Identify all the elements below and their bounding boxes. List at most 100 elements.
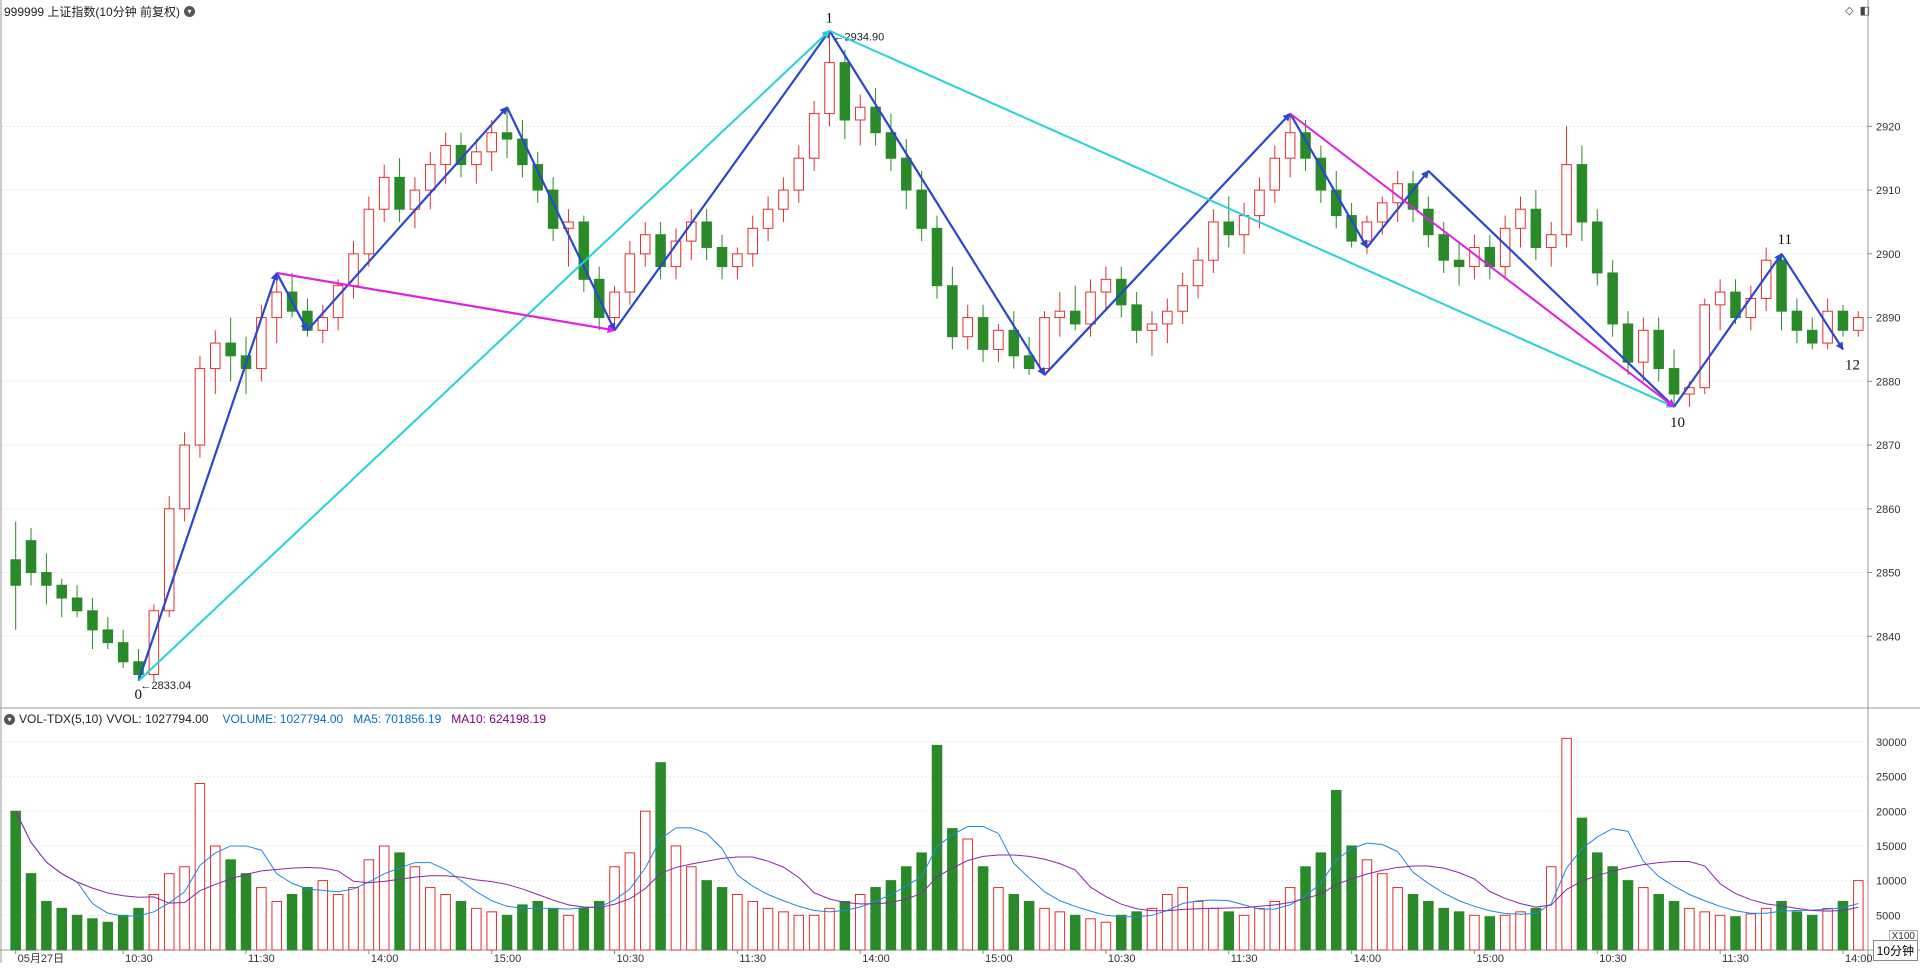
candle-down [1131, 304, 1142, 331]
volume-bar [117, 914, 129, 951]
volume-bar [1315, 852, 1327, 951]
candle-down [916, 189, 927, 229]
volume-bar [1791, 911, 1803, 951]
candle-up [163, 508, 175, 612]
candle-up [1146, 323, 1158, 331]
candle-up [1361, 221, 1373, 242]
volume-bar [425, 887, 436, 951]
diamond-icon[interactable]: ◇ [1845, 5, 1854, 17]
volume-bar [1254, 907, 1265, 951]
candle-down [716, 246, 728, 268]
volume-bar [1730, 916, 1741, 951]
volume-bar [1392, 887, 1403, 951]
volume-bar [762, 907, 774, 951]
candle-up [1100, 278, 1112, 293]
volume-indicator-name: VOL-TDX(5,10) [19, 712, 103, 726]
indicator-menu-icon[interactable]: ▾ [4, 713, 15, 725]
candle-down [1438, 234, 1449, 261]
volume-bar [332, 894, 344, 951]
cyan-wave-arrow [829, 29, 1675, 408]
wave-count-label: 12 [1845, 357, 1860, 373]
price-tick-label: 2910 [1876, 185, 1900, 197]
volume-bar [394, 852, 405, 951]
x-tick-label: 11:30 [1722, 953, 1749, 963]
candle-up [1499, 227, 1511, 268]
candle-down [947, 285, 958, 338]
volume-bar [655, 762, 666, 951]
candle-up [778, 189, 789, 210]
period-selector[interactable]: 10分钟 [1872, 940, 1918, 961]
volume-bar [839, 900, 851, 951]
volume-bar [1346, 845, 1357, 951]
volume-bar [778, 911, 789, 951]
candle-up [1039, 317, 1050, 370]
volume-bar [1039, 907, 1050, 951]
candle-up [639, 234, 651, 255]
volume-bar [256, 887, 267, 951]
candle-up [471, 151, 482, 166]
volume-bar [609, 866, 620, 951]
wave-arrow [137, 272, 279, 682]
volume-bar [1668, 900, 1680, 951]
candle-down [87, 610, 98, 631]
volume-bar [1776, 900, 1787, 951]
volume-bar [793, 914, 805, 951]
price-tick-label: 2860 [1876, 504, 1900, 516]
volume-bar [1192, 900, 1204, 951]
volume-bar [901, 866, 912, 951]
volume-bar [1146, 907, 1158, 951]
price-tick-label: 2840 [1876, 631, 1900, 643]
volume-bar [1622, 880, 1634, 951]
x-tick-label: 10:30 [1599, 953, 1627, 963]
volume-bar [378, 845, 390, 951]
candle-down [1300, 132, 1311, 159]
panel-toggle-icon[interactable]: ◧ [1859, 5, 1870, 17]
price-tick-label: 2890 [1876, 313, 1900, 325]
x-tick-label: 05月27日 [18, 953, 64, 963]
wave-arrow [506, 106, 616, 332]
magenta-wave-arrow [1289, 112, 1675, 408]
volume-bar [701, 880, 712, 951]
dropdown-icon[interactable]: ▾ [184, 6, 196, 17]
candle-up [179, 444, 190, 510]
volume-bar [1515, 911, 1526, 951]
volume-bar [1238, 914, 1250, 951]
wave-count-label: 10 [1670, 415, 1685, 431]
volume-bar [1837, 900, 1849, 951]
candle-up [1699, 304, 1711, 389]
volume-bar [885, 880, 897, 951]
candle-down [1223, 221, 1235, 236]
volume-bar [87, 918, 98, 951]
volume-bar [471, 907, 482, 951]
candle-up [271, 291, 282, 319]
wave-arrow [275, 272, 309, 332]
volume-bar [1653, 894, 1664, 951]
x-tick-label: 11:30 [1231, 953, 1258, 963]
candle-up [1853, 317, 1864, 331]
candle-down [1776, 259, 1787, 312]
volume-bar [1377, 873, 1388, 951]
volume-bar [1438, 907, 1449, 951]
wave-arrow [1673, 253, 1783, 408]
wave-arrow [613, 29, 831, 331]
candle-up [793, 157, 805, 191]
volume-bar [194, 783, 206, 951]
volume-bar [286, 894, 298, 951]
candle-down [1576, 164, 1588, 223]
volume-bar [1177, 887, 1188, 951]
volume-bar [1162, 894, 1173, 951]
volume-bar [639, 810, 651, 951]
candle-up [1192, 259, 1204, 287]
wave-arrow [1043, 112, 1291, 376]
price-tick-label: 2870 [1876, 440, 1900, 452]
candle-down [931, 227, 943, 287]
volume-bar [225, 859, 236, 951]
price-tick-label: 2880 [1876, 376, 1900, 388]
volume-bar [1208, 907, 1219, 951]
candle-up [1515, 208, 1526, 229]
volume-bar [870, 887, 881, 951]
volume-tick-label: 5000 [1876, 910, 1900, 922]
volume-bar [824, 907, 835, 951]
